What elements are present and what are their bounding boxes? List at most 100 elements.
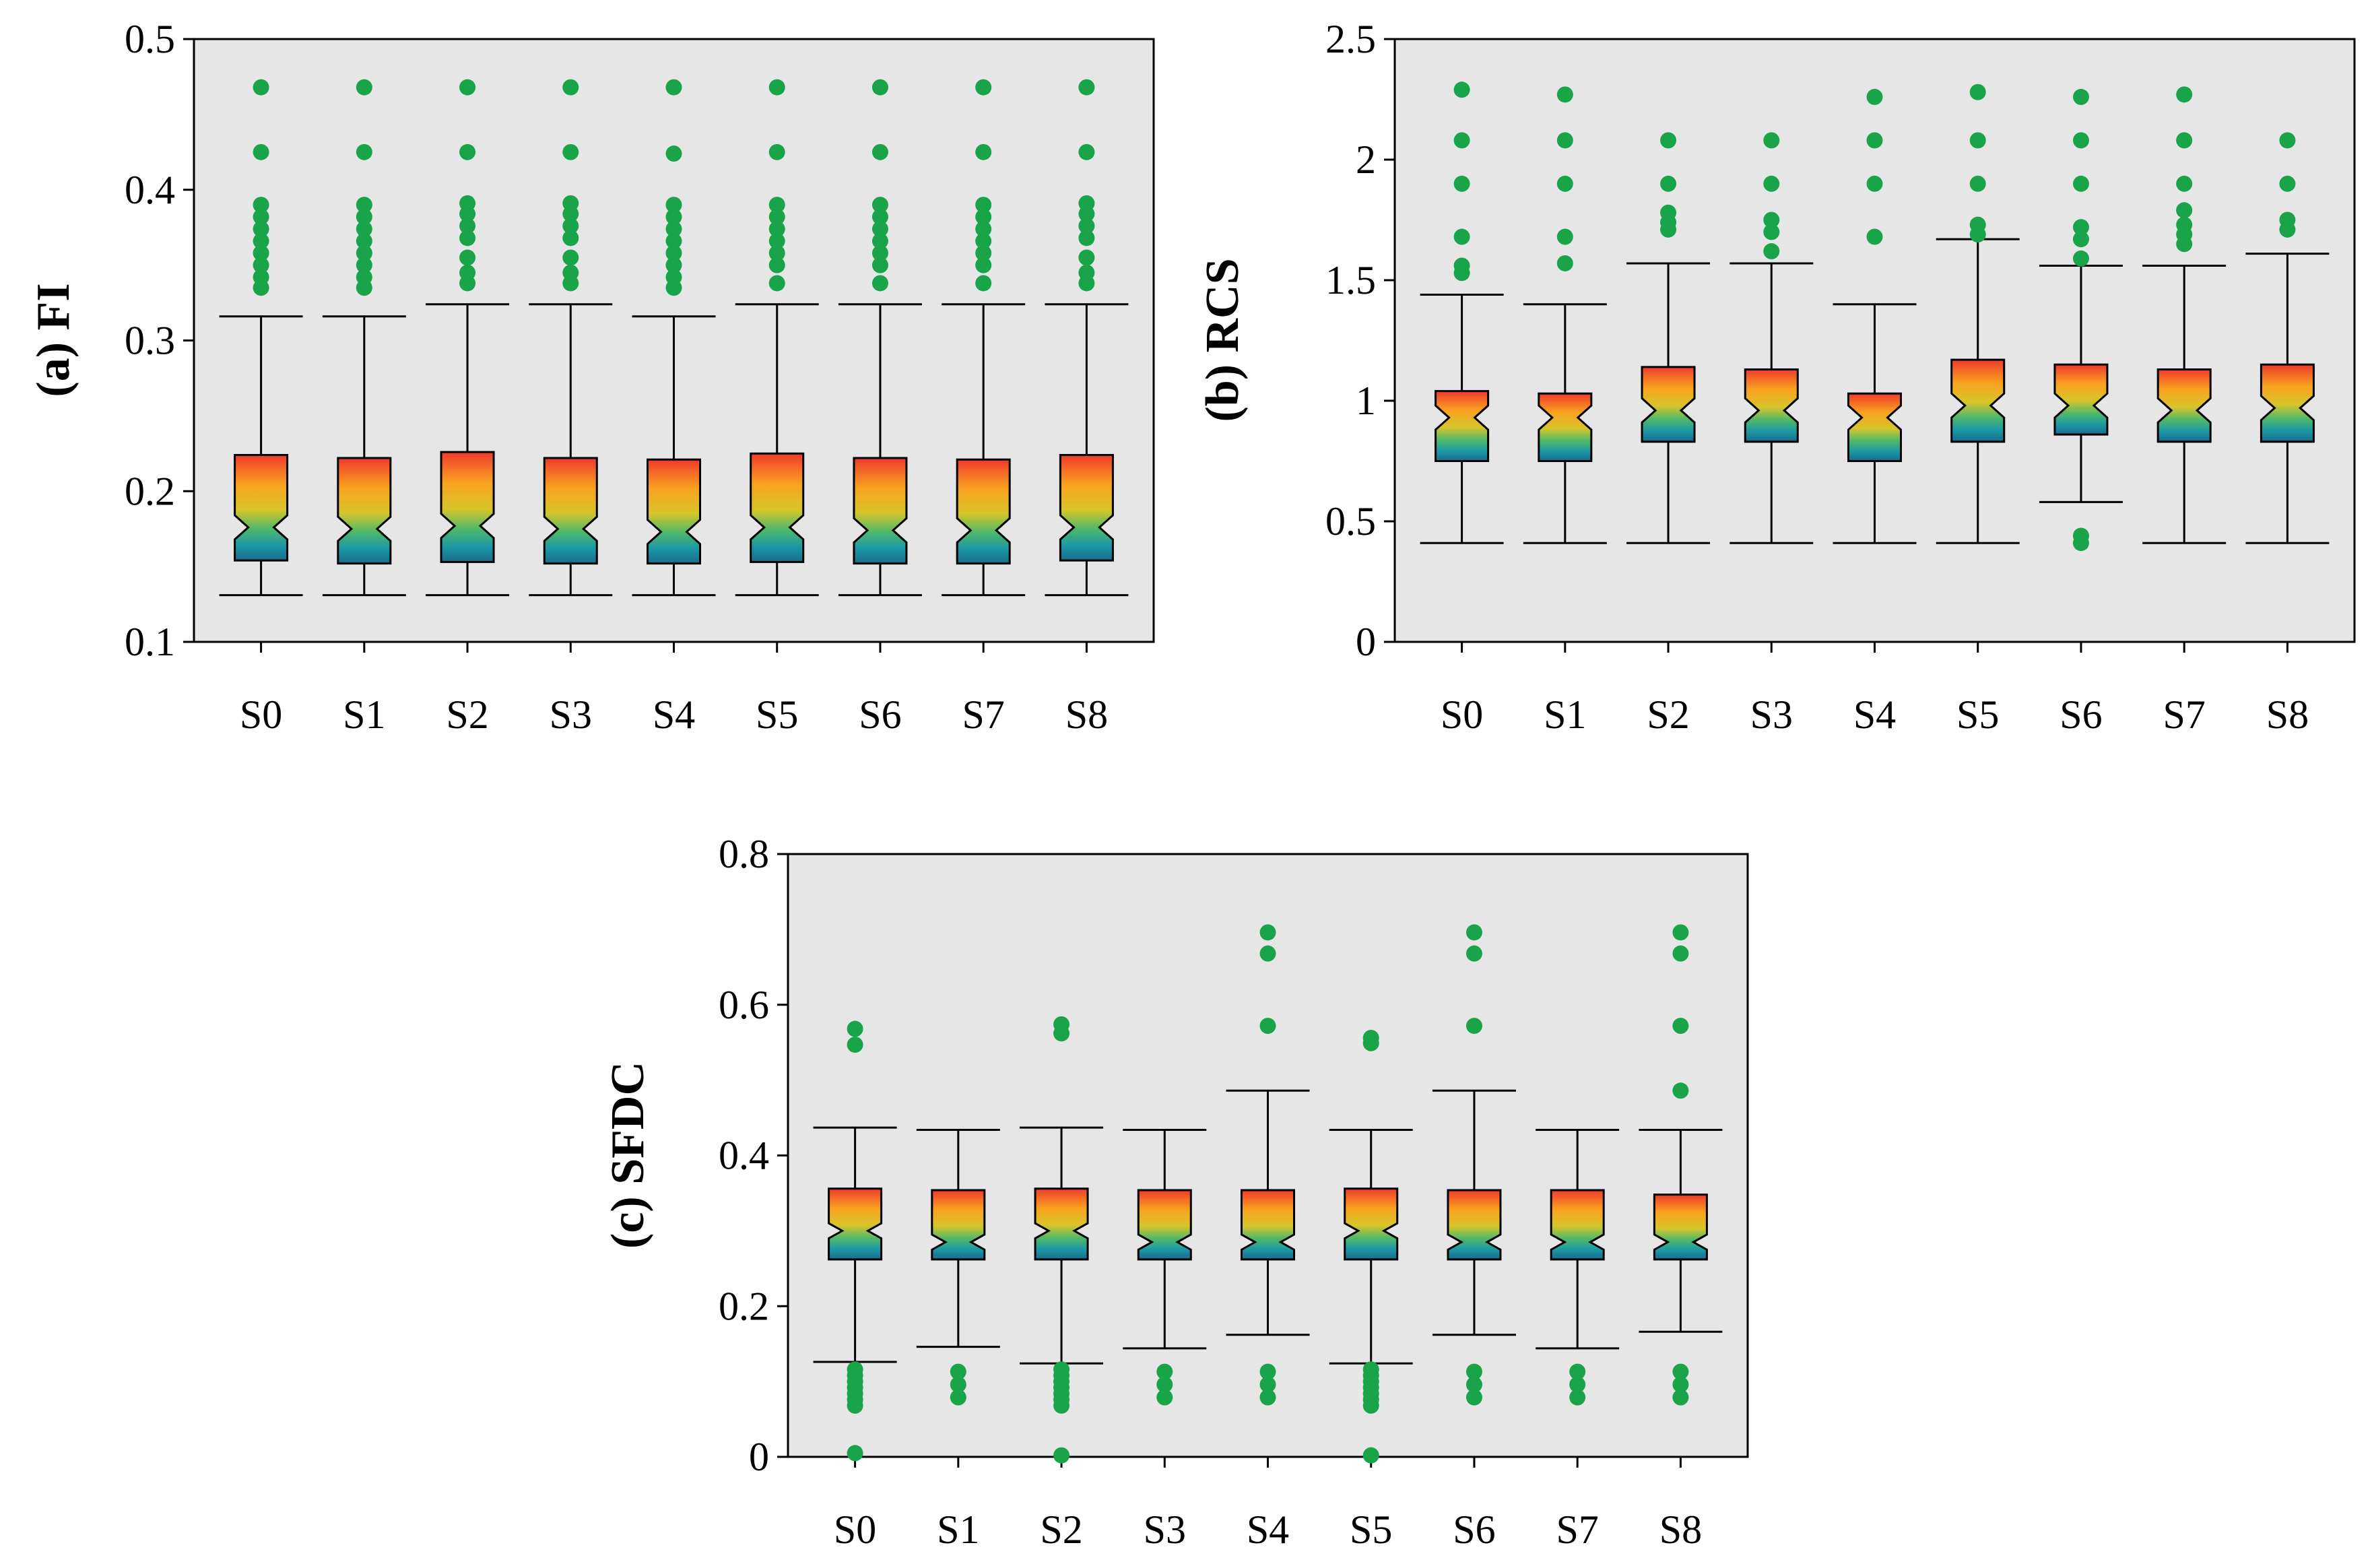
- outlier-point: [768, 275, 785, 292]
- outlier-point: [1362, 1361, 1379, 1378]
- outlier-point: [1259, 945, 1276, 962]
- outlier-point: [356, 143, 372, 160]
- box-S5: [1329, 1029, 1413, 1464]
- outlier-point: [1672, 924, 1689, 941]
- y-tick-label: 0.6: [719, 983, 769, 1027]
- y-tick-label: 1.5: [1325, 258, 1376, 302]
- notched-box: [647, 458, 701, 565]
- x-tick-label: S3: [1144, 1507, 1186, 1552]
- outlier-point: [1078, 195, 1095, 211]
- outlier-point: [356, 232, 372, 249]
- y-tick-label: 0.4: [719, 1134, 769, 1178]
- outlier-point: [1569, 1363, 1586, 1380]
- x-ticks-c: S0 S1 S2 S3 S4 S5 S6 S7 S8: [834, 1457, 1702, 1552]
- outlier-point: [2072, 250, 2089, 267]
- outlier-point: [253, 209, 269, 226]
- x-tick-label: S4: [1853, 692, 1896, 737]
- outlier-point: [2279, 132, 2296, 149]
- outlier-point: [2176, 86, 2193, 103]
- outlier-point: [975, 275, 992, 292]
- notched-box: [1653, 1194, 1708, 1261]
- outlier-point: [1362, 1447, 1379, 1464]
- y-tick-label: 2.5: [1325, 17, 1376, 61]
- outlier-point: [950, 1376, 966, 1393]
- y-tick-label: 2: [1356, 137, 1376, 182]
- outlier-point: [1556, 175, 1573, 192]
- notched-box: [1447, 1189, 1502, 1261]
- outlier-point: [356, 257, 372, 273]
- notched-box: [1034, 1187, 1089, 1261]
- outlier-point: [253, 79, 269, 96]
- outlier-point: [1672, 1363, 1689, 1380]
- box-S5: [735, 79, 819, 597]
- outlier-point: [1465, 1376, 1482, 1393]
- x-tick-label: S0: [240, 692, 282, 737]
- outlier-point: [562, 195, 579, 211]
- box-S3: [1123, 1128, 1207, 1406]
- outlier-point: [1465, 1018, 1482, 1035]
- y-tick-label: 0.8: [719, 832, 769, 876]
- box-S1: [916, 1128, 1000, 1406]
- outlier-point: [1453, 81, 1470, 98]
- outlier-point: [2176, 216, 2193, 233]
- outlier-point: [975, 244, 992, 261]
- notched-box: [1241, 1189, 1295, 1261]
- x-ticks-a: S0 S1 S2 S3 S4 S5 S6 S7 S8: [240, 642, 1108, 737]
- outlier-point: [562, 218, 579, 234]
- box-S0: [219, 79, 303, 597]
- outlier-point: [2072, 219, 2089, 236]
- outlier-point: [847, 1037, 863, 1053]
- x-tick-label: S7: [2163, 692, 2205, 737]
- panel-b: (b) RCS 0 0.5 1 1.5 2 2.5 S0 S1 S2 S3 S4 S5 S6 S7 S8: [1197, 17, 2356, 737]
- outlier-point: [1763, 243, 1780, 260]
- outlier-point: [871, 197, 888, 214]
- outlier-point: [1660, 175, 1677, 192]
- outlier-point: [562, 264, 579, 281]
- outlier-point: [665, 232, 682, 249]
- outlier-point: [1866, 88, 1883, 105]
- x-tick-label: S7: [1556, 1507, 1598, 1552]
- outlier-point: [356, 220, 372, 237]
- x-tick-label: S1: [1544, 692, 1586, 737]
- x-tick-label: S4: [1247, 1507, 1289, 1552]
- notched-box: [1435, 390, 1490, 462]
- box-S3: [529, 79, 613, 597]
- y-tick-label: 0.1: [125, 620, 175, 664]
- outlier-point: [1259, 1376, 1276, 1393]
- x-tick-label: S5: [1350, 1507, 1392, 1552]
- outlier-point: [665, 220, 682, 237]
- outlier-point: [562, 79, 579, 96]
- y-ticks-a: 0.1 0.2 0.3 0.4 0.5: [125, 17, 194, 664]
- outlier-point: [1465, 1363, 1482, 1380]
- notched-box: [2053, 363, 2109, 436]
- outlier-point: [562, 249, 579, 266]
- outlier-point: [975, 257, 992, 273]
- outlier-point: [1259, 1363, 1276, 1380]
- outlier-point: [768, 232, 785, 249]
- outlier-point: [459, 230, 476, 247]
- box-S2: [1626, 132, 1711, 544]
- outlier-point: [1672, 1018, 1689, 1035]
- outlier-point: [459, 79, 476, 96]
- outlier-point: [253, 232, 269, 249]
- outlier-point: [2176, 175, 2193, 192]
- box-S1: [322, 79, 406, 597]
- outlier-point: [1866, 132, 1883, 149]
- outlier-point: [1763, 175, 1780, 192]
- notched-box: [931, 1189, 986, 1261]
- outlier-point: [1465, 945, 1482, 962]
- outlier-point: [2072, 132, 2089, 149]
- outlier-point: [768, 220, 785, 237]
- box-S0: [813, 1020, 897, 1462]
- outlier-point: [950, 1389, 966, 1406]
- x-tick-label: S4: [653, 692, 695, 737]
- notched-box: [234, 454, 289, 562]
- notched-box: [1538, 392, 1593, 462]
- notched-box: [1641, 366, 1696, 443]
- outlier-point: [847, 1020, 863, 1037]
- outlier-point: [871, 79, 888, 96]
- box-S6: [2039, 88, 2123, 552]
- outlier-point: [1556, 255, 1573, 271]
- notched-box: [853, 457, 908, 565]
- outlier-point: [665, 209, 682, 226]
